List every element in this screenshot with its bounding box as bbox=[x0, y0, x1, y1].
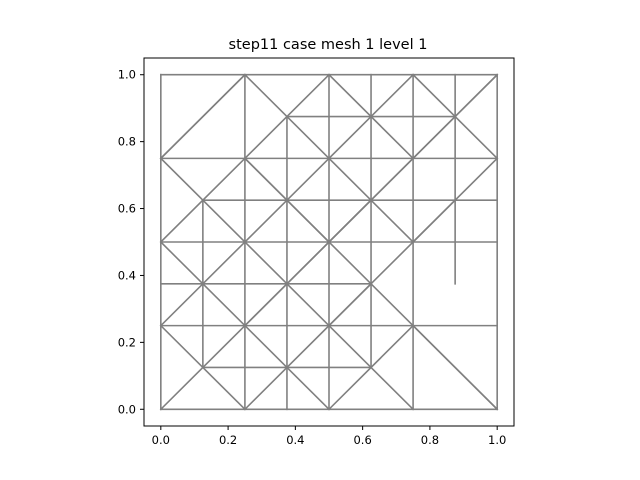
mesh-edge bbox=[327, 73, 415, 160]
chart-title: step11 case mesh 1 level 1 bbox=[229, 37, 428, 53]
x-tick-label: 0.2 bbox=[219, 433, 237, 447]
mesh-edge bbox=[159, 157, 415, 411]
y-tick-label: 0.8 bbox=[118, 135, 136, 149]
x-tick-label: 0.4 bbox=[286, 433, 304, 447]
mesh-edge bbox=[159, 240, 331, 411]
y-axis: 0.0 0.2 0.4 0.6 0.8 1.0 bbox=[118, 68, 144, 416]
mesh-edge bbox=[243, 73, 331, 160]
mesh-edge bbox=[411, 73, 499, 160]
mesh-edges bbox=[159, 73, 499, 411]
y-tick-label: 0.0 bbox=[118, 402, 136, 416]
mesh-edge bbox=[159, 324, 247, 411]
x-tick-label: 0.8 bbox=[421, 433, 439, 447]
mesh-edge bbox=[243, 157, 331, 244]
mesh-edge bbox=[411, 157, 499, 244]
mesh-edge bbox=[411, 324, 499, 411]
plot-frame bbox=[143, 57, 515, 427]
mesh-edge bbox=[327, 157, 415, 244]
y-tick-label: 0.2 bbox=[118, 335, 136, 349]
x-axis: 0.0 0.2 0.4 0.6 0.8 1.0 bbox=[152, 426, 506, 447]
x-tick-label: 0.6 bbox=[353, 433, 371, 447]
x-tick-label: 1.0 bbox=[488, 433, 506, 447]
mesh-edge bbox=[159, 73, 247, 160]
y-tick-label: 0.6 bbox=[118, 202, 136, 216]
y-tick-label: 0.4 bbox=[118, 268, 136, 282]
y-tick-label: 1.0 bbox=[118, 68, 136, 82]
x-tick-label: 0.0 bbox=[152, 433, 170, 447]
